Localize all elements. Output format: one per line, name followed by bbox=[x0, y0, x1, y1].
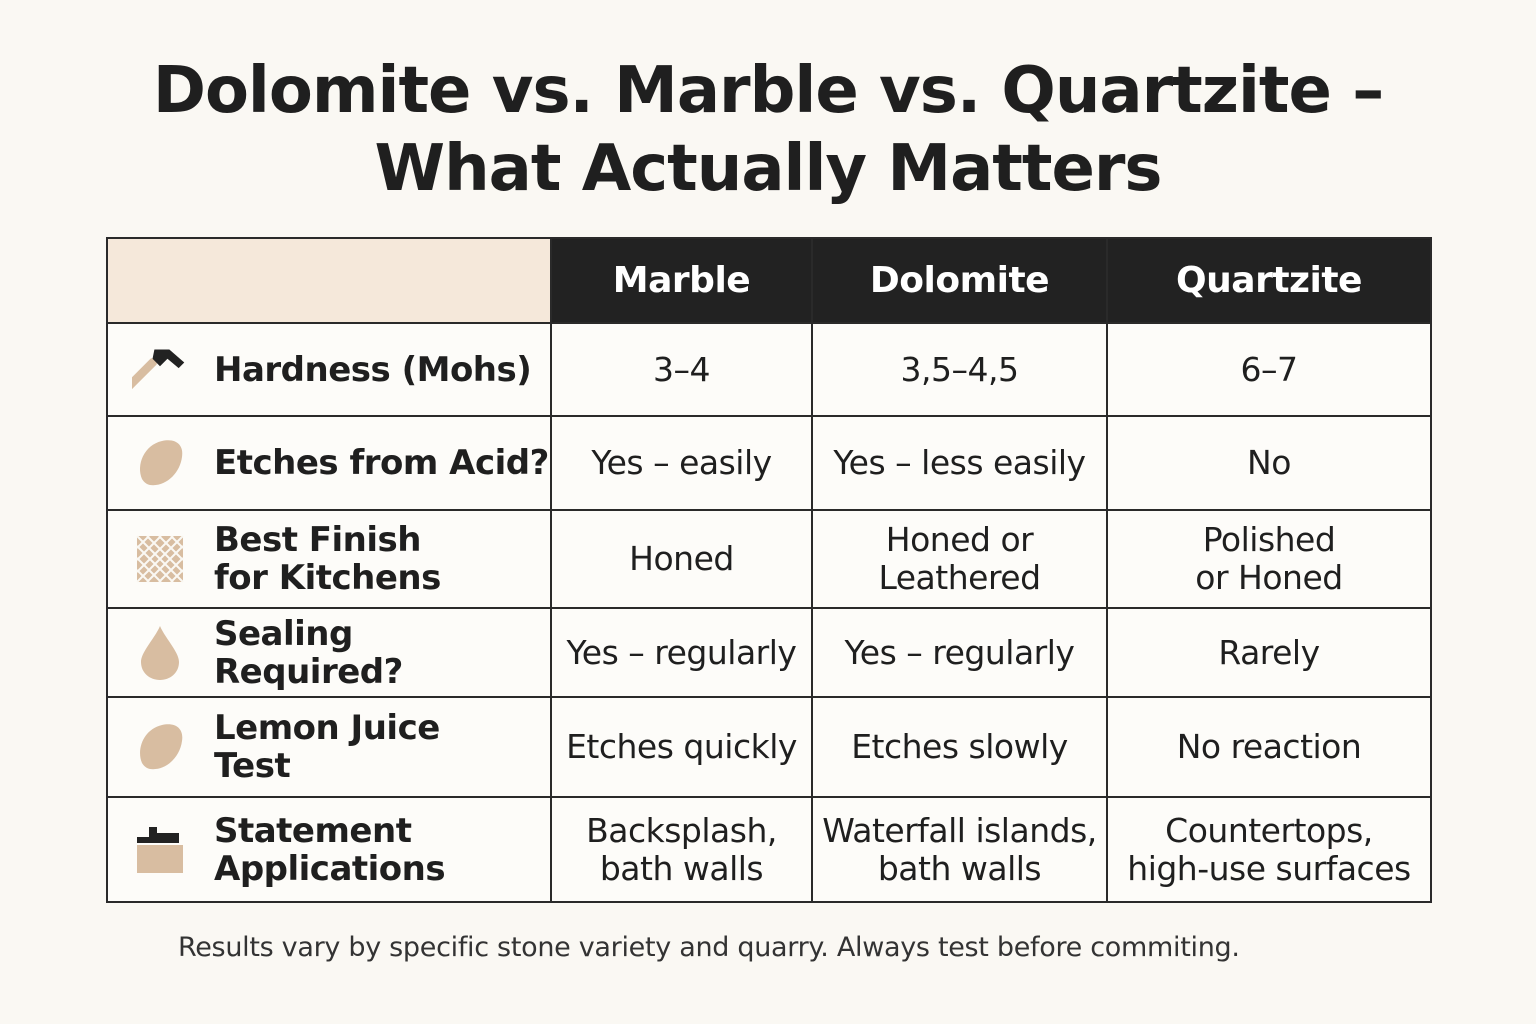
table-cell-marble: Honed bbox=[550, 509, 813, 609]
table-cell-quartzite: Countertops, high-use surfaces bbox=[1106, 796, 1432, 903]
table-cell-marble: Yes – easily bbox=[550, 415, 813, 511]
table-cell-dolomite: Waterfall islands, bath walls bbox=[811, 796, 1108, 903]
table-cell-quartzite: Polished or Honed bbox=[1106, 509, 1432, 609]
column-header-marble: Marble bbox=[550, 237, 813, 324]
comparison-table: Marble Dolomite Quartzite Hardness (Mohs… bbox=[106, 237, 1432, 903]
table-row: Sealing Required? Yes – regularly Yes – … bbox=[106, 607, 1432, 698]
row-label-cell: Etches from Acid? bbox=[106, 415, 552, 511]
table-row: Lemon Juice Test Etches quickly Etches s… bbox=[106, 696, 1432, 798]
page-title: Dolomite vs. Marble vs. Quartzite – What… bbox=[0, 52, 1536, 208]
countertop-icon bbox=[132, 822, 188, 878]
table-cell-dolomite: 3,5–4,5 bbox=[811, 322, 1108, 417]
row-label-cell: Hardness (Mohs) bbox=[106, 322, 552, 417]
table-cell-marble: Etches quickly bbox=[550, 696, 813, 798]
table-cell-marble: Yes – regularly bbox=[550, 607, 813, 698]
row-label-cell: Statement Applications bbox=[106, 796, 552, 903]
row-label-cell: Best Finish for Kitchens bbox=[106, 509, 552, 609]
table-row: Best Finish for Kitchens Honed Honed or … bbox=[106, 509, 1432, 609]
droplet-icon bbox=[132, 625, 188, 681]
page-title-line-1: Dolomite vs. Marble vs. Quartzite – bbox=[152, 54, 1384, 128]
table-header-row: Marble Dolomite Quartzite bbox=[106, 237, 1432, 324]
table-cell-dolomite: Etches slowly bbox=[811, 696, 1108, 798]
table-cell-marble: Backsplash, bath walls bbox=[550, 796, 813, 903]
row-label: Statement Applications bbox=[214, 810, 446, 889]
column-header-quartzite: Quartzite bbox=[1106, 237, 1432, 324]
lemon-icon bbox=[132, 435, 188, 491]
table-cell-dolomite: Yes – less easily bbox=[811, 415, 1108, 511]
row-label-cell: Lemon Juice Test bbox=[106, 696, 552, 798]
row-label: Best Finish for Kitchens bbox=[214, 520, 441, 598]
table-cell-dolomite: Yes – regularly bbox=[811, 607, 1108, 698]
row-label: Hardness (Mohs) bbox=[214, 349, 532, 390]
table-row: Statement Applications Backsplash, bath … bbox=[106, 796, 1432, 903]
row-label: Sealing Required? bbox=[214, 613, 403, 692]
column-header-dolomite: Dolomite bbox=[811, 237, 1108, 324]
table-row: Etches from Acid? Yes – easily Yes – les… bbox=[106, 415, 1432, 511]
table-corner-cell bbox=[106, 237, 552, 324]
table-cell-quartzite: Rarely bbox=[1106, 607, 1432, 698]
table-cell-dolomite: Honed or Leathered bbox=[811, 509, 1108, 609]
table-cell-quartzite: No bbox=[1106, 415, 1432, 511]
crosshatch-tile-icon bbox=[132, 531, 188, 587]
table-cell-quartzite: 6–7 bbox=[1106, 322, 1432, 417]
lemon-icon bbox=[132, 719, 188, 775]
table-row: Hardness (Mohs) 3–4 3,5–4,5 6–7 bbox=[106, 322, 1432, 417]
table-cell-quartzite: No reaction bbox=[1106, 696, 1432, 798]
row-label: Etches from Acid? bbox=[214, 443, 549, 483]
page-title-line-2: What Actually Matters bbox=[374, 132, 1162, 206]
row-label-cell: Sealing Required? bbox=[106, 607, 552, 698]
row-label: Lemon Juice Test bbox=[214, 708, 440, 786]
table-cell-marble: 3–4 bbox=[550, 322, 813, 417]
hammer-icon bbox=[132, 342, 188, 398]
footnote: Results vary by specific stone variety a… bbox=[178, 932, 1240, 963]
